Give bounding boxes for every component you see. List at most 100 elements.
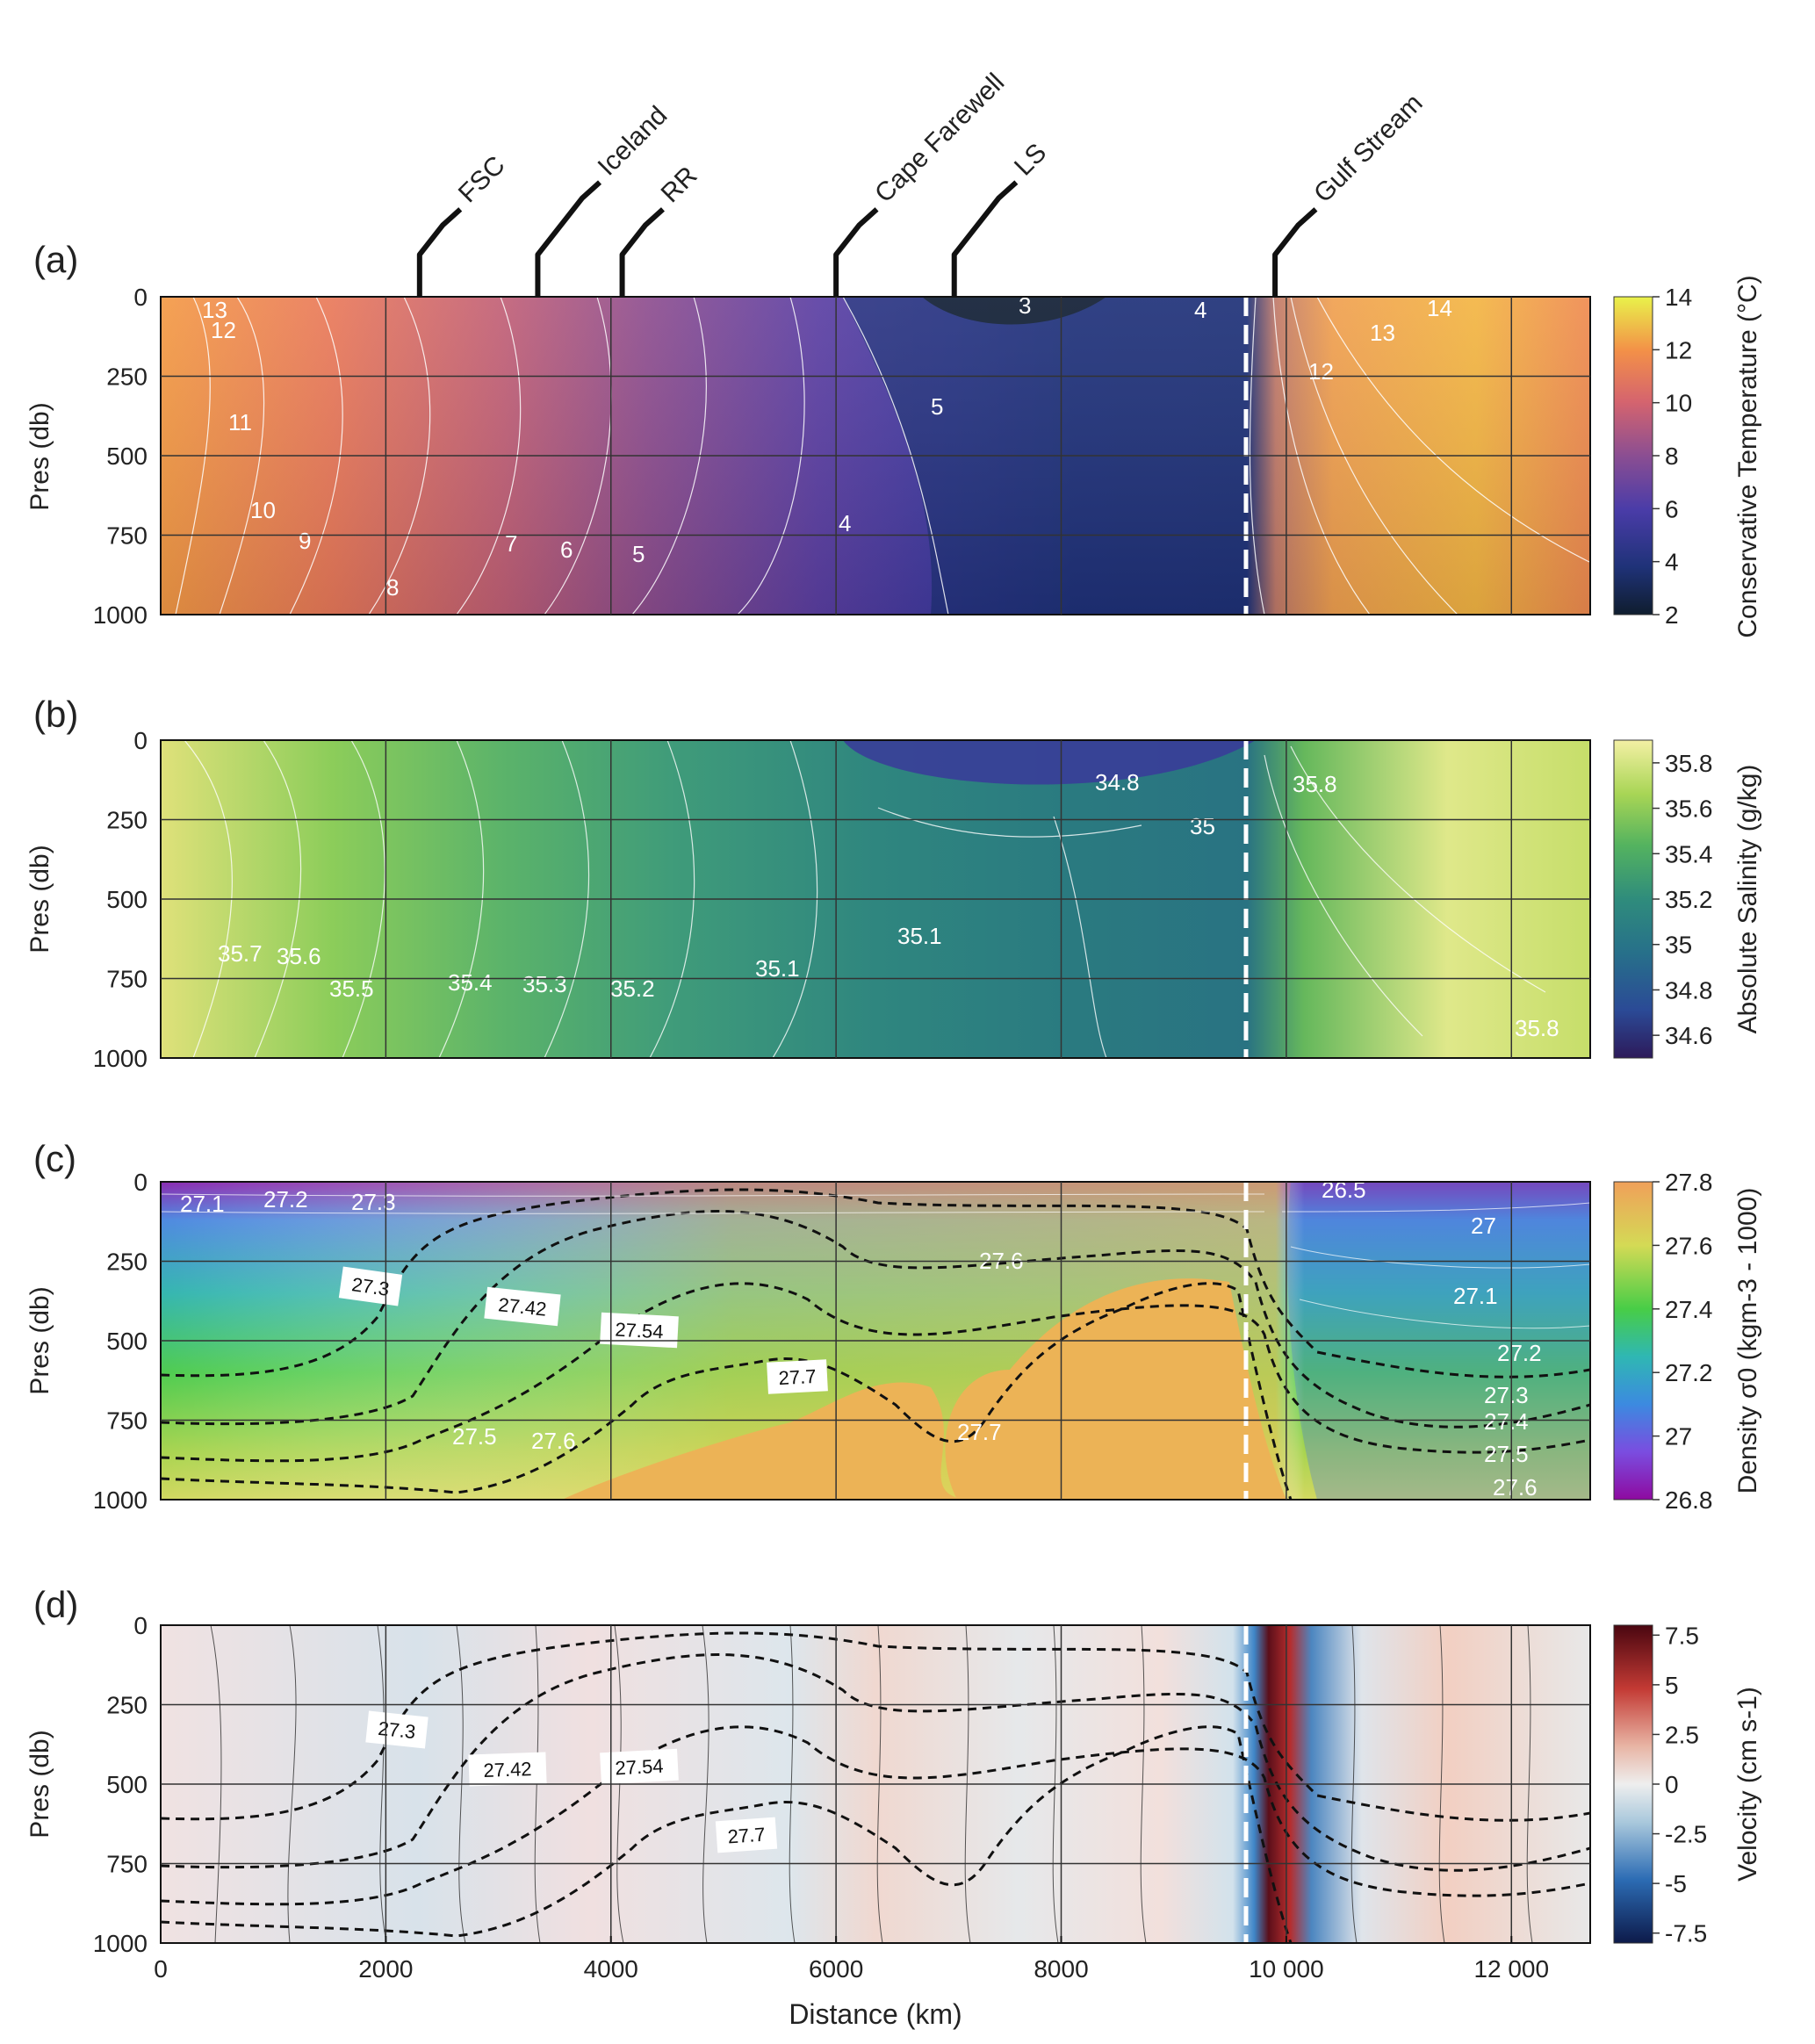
isopycnal-label: 27.7 [727, 1824, 766, 1848]
isopycnal-label-box: 27.3 [365, 1710, 429, 1749]
y-tick-label: 500 [106, 1771, 148, 1798]
salinity-contour-label: 35.1 [755, 955, 800, 982]
panel-d-yticks: 0 250 500 750 1000 [93, 1612, 148, 1957]
temp-contour-label: 8 [386, 574, 399, 601]
y-tick-label: 0 [133, 727, 148, 754]
x-tick-label: 2000 [358, 1955, 413, 1983]
y-tick-label: 1000 [93, 1930, 148, 1957]
panel-c-label: (c) [33, 1138, 76, 1179]
colorbar-tick-label: -7.5 [1665, 1920, 1707, 1947]
temp-contour-label: 13 [1370, 320, 1395, 346]
x-tick-label: 12 000 [1473, 1955, 1549, 1983]
colorbar-d [1613, 1624, 1653, 1944]
isopycnal-label-box: 27.7 [767, 1359, 828, 1394]
isopycnal-label-box: 27.42 [484, 1286, 561, 1327]
station-marker-label: FSC [453, 151, 511, 209]
panel-a-contour-labels: 13 12 11 10 9 8 7 6 5 4 3 5 4 14 13 12 [202, 292, 1452, 601]
colorbar-tick-label: 27.4 [1665, 1296, 1713, 1323]
panel-d-isopycnal-boxes: 27.3 27.42 27.54 27.7 [365, 1710, 778, 1853]
salinity-contour-label: 35.8 [1293, 771, 1337, 797]
station-marker-line [535, 180, 602, 304]
salinity-contour-label: 35.3 [522, 971, 567, 997]
isopycnal-label: 27.7 [778, 1365, 817, 1389]
station-marker-label: Iceland [593, 101, 673, 182]
colorbar-tick-label: 8 [1665, 443, 1679, 470]
colorbar-tick-label: 27 [1665, 1423, 1692, 1450]
colorbar-tick-label: 2.5 [1665, 1721, 1699, 1748]
colorbar-a [1613, 296, 1653, 615]
dense-water-region [562, 1382, 966, 1500]
station-marker-label: Gulf Stream [1308, 89, 1429, 209]
colorbar-c-label: Density σ0 (kgm-3 - 1000) [1733, 1188, 1762, 1494]
colorbar-b [1613, 739, 1653, 1059]
density-contour-label: 27.2 [263, 1186, 308, 1213]
isopycnal-label: 27.54 [615, 1755, 664, 1780]
panel-c-density: (c) 27.1 27.2 27 [25, 1138, 1762, 1514]
salinity-contour-label: 35.8 [1515, 1015, 1559, 1041]
velocity-contours [210, 1625, 1533, 1943]
density-contour-label: 27.4 [1484, 1408, 1529, 1435]
density-contour-label: 27.6 [531, 1428, 576, 1454]
panel-b-label: (b) [33, 694, 78, 735]
panel-b-yticks: 0 250 500 750 1000 [93, 727, 148, 1072]
temp-contour-label: 4 [1194, 297, 1206, 323]
colorbar-tick-label: 4 [1665, 549, 1679, 576]
temp-contour-label: 5 [632, 541, 645, 567]
panel-c-isopycnal-boxes: 27.3 27.42 27.54 27.7 [338, 1266, 828, 1394]
salinity-contour-label: 35.1 [897, 923, 942, 949]
colorbar-b-ticks: 35.8 35.6 35.4 35.2 35 34.8 34.6 [1653, 750, 1713, 1049]
dense-water-region-2 [945, 1278, 1286, 1500]
colorbar-tick-label: 27.2 [1665, 1359, 1713, 1386]
density-contour-label: 27.6 [1493, 1474, 1538, 1501]
y-tick-label: 250 [106, 1692, 148, 1719]
panel-d-grid [161, 1625, 1590, 1943]
y-tick-label: 750 [106, 1407, 148, 1435]
panel-b-grid [161, 740, 1590, 1058]
isopycnal-label: 27.3 [377, 1717, 416, 1743]
x-axis-label: Distance (km) [789, 1998, 962, 2030]
density-contour-label: 27.5 [1484, 1441, 1529, 1467]
panel-d-label: (d) [33, 1584, 78, 1625]
colorbar-tick-label: 27.8 [1665, 1169, 1713, 1196]
isopycnal-label-box: 27.54 [600, 1312, 679, 1349]
x-tick-label: 0 [154, 1955, 168, 1983]
temp-contour-label: 3 [1019, 292, 1031, 319]
y-tick-label: 500 [106, 886, 148, 913]
temp-contour-label: 12 [1308, 358, 1334, 385]
temp-contour-label: 11 [228, 409, 252, 435]
colorbar-tick-label: 35.4 [1665, 840, 1713, 867]
salinity-contour-label: 34.8 [1095, 769, 1140, 795]
colorbar-tick-label: 7.5 [1665, 1622, 1699, 1649]
salinity-contour-label: 35.5 [329, 975, 374, 1002]
colorbar-c-ticks: 27.8 27.6 27.4 27.2 27 26.8 [1653, 1169, 1713, 1514]
y-tick-label: 750 [106, 966, 148, 993]
isopycnal-dashed-lines [161, 1188, 1590, 1500]
panel-c-yticks: 0 250 500 750 1000 [93, 1169, 148, 1514]
y-tick-label: 750 [106, 1851, 148, 1878]
density-contours [161, 1193, 1590, 1329]
y-tick-label: 1000 [93, 1486, 148, 1514]
density-contour-label: 27.1 [180, 1191, 225, 1217]
x-tick-label: 4000 [584, 1955, 638, 1983]
y-tick-label: 1000 [93, 1045, 148, 1072]
fresh-surface-region [843, 740, 1256, 785]
panel-b-salinity: (b) 35.7 35.6 35.5 35.4 [25, 694, 1762, 1072]
colorbar-a-ticks: 14 12 10 8 6 4 2 [1653, 284, 1692, 629]
panel-a-temperature: (a) 13 [25, 239, 1762, 638]
colorbar-tick-label: 35.2 [1665, 886, 1713, 913]
panel-c-contour-labels: 27.1 27.2 27.3 27.5 27.6 27.6 27.7 26.5 … [180, 1177, 1542, 1501]
isopycnal-dashed-lines [161, 1631, 1590, 1943]
colorbar-c [1613, 1181, 1653, 1501]
y-tick-label: 250 [106, 1249, 148, 1276]
isopycnal-label: 27.3 [350, 1273, 391, 1300]
panel-d-ylabel: Pres (db) [25, 1730, 54, 1838]
panel-b-ylabel: Pres (db) [25, 845, 54, 953]
panel-c-ylabel: Pres (db) [25, 1286, 54, 1394]
colorbar-tick-label: 27.6 [1665, 1232, 1713, 1259]
station-marker-line [833, 207, 879, 304]
y-tick-label: 0 [133, 1612, 148, 1639]
colorbar-tick-label: 2 [1665, 601, 1679, 629]
y-tick-label: 250 [106, 363, 148, 391]
